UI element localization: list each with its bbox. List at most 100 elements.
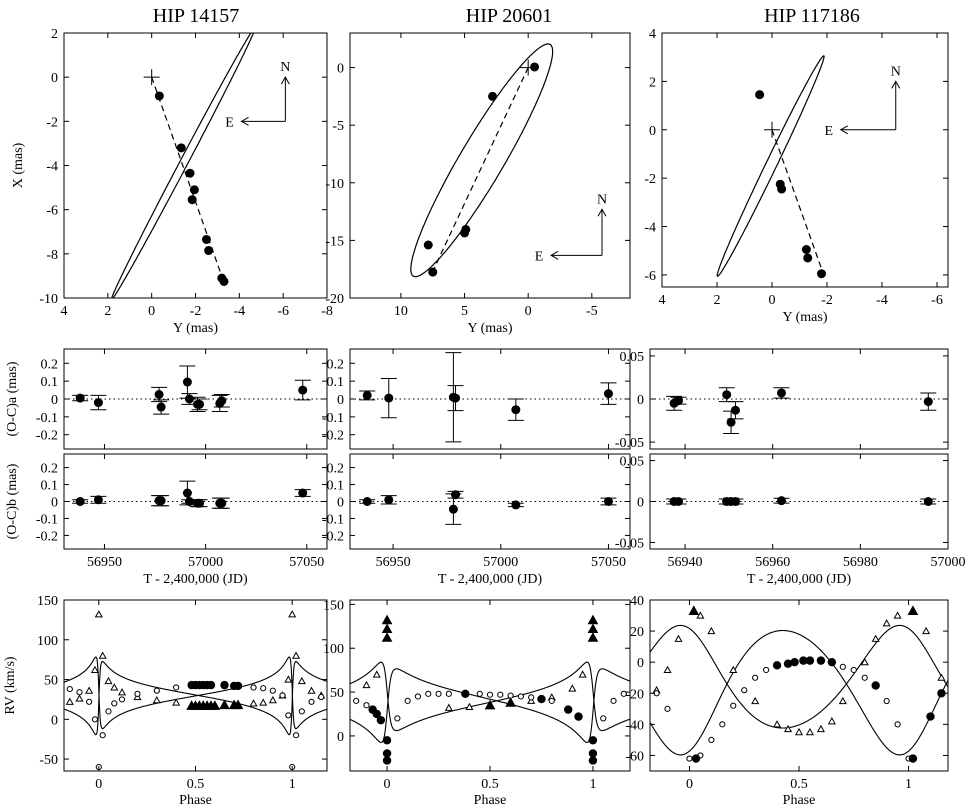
rv-primary-open (805, 727, 815, 736)
rv-primary-open (729, 665, 738, 674)
rv-secondary-open (850, 666, 857, 674)
orbit-point (460, 228, 470, 238)
residual-point (730, 497, 740, 506)
rv-primary-open (90, 665, 99, 674)
orbit-x-label: Y (mas) (173, 321, 218, 336)
rv-curve-primary (64, 661, 327, 736)
x-tick-label: 4 (61, 304, 68, 319)
y-tick-label: 0.1 (327, 479, 345, 494)
orbit-x-label: Y (mas) (468, 321, 513, 336)
rv-secondary-open (600, 715, 607, 722)
rv-secondary-open (134, 690, 141, 697)
rv-secondary-open (404, 697, 411, 704)
orbit-point (428, 267, 438, 277)
y-tick-label: 0 (337, 730, 344, 745)
rv-y-label: RV (km/s) (3, 656, 18, 714)
residual-point (511, 405, 521, 415)
residual-point (217, 498, 227, 508)
rv-secondary-open (414, 693, 422, 700)
x-tick-label: 1 (589, 777, 596, 792)
rv-secondary-open (686, 755, 693, 762)
x-tick-label: -5 (586, 304, 598, 319)
rv-primary-open (362, 680, 371, 689)
orbit-point (189, 185, 199, 195)
y-tick-label: 0 (637, 496, 644, 511)
orbit-point (803, 253, 813, 263)
rv-primary-open (937, 673, 946, 681)
y-tick-label: 150 (323, 598, 344, 613)
rv-secondary-filled (537, 694, 546, 704)
residual-point (511, 500, 521, 510)
rv-secondary-open (528, 694, 535, 701)
compass-east-arrowhead (839, 125, 848, 135)
rv-secondary-open (752, 674, 759, 681)
rv-secondary-open (883, 697, 890, 705)
rv-primary-open (284, 675, 293, 683)
y-tick-label: 0 (51, 393, 58, 408)
x-tick-label: 56960 (755, 555, 790, 570)
compass-north-label: N (891, 64, 901, 79)
rv-curve-secondary (64, 656, 327, 730)
rv-primary-filled (587, 623, 599, 634)
rv-primary-filled (587, 632, 599, 642)
y-tick-label: 0 (337, 62, 344, 77)
rv-primary-filled (381, 623, 393, 634)
compass-east-label: E (535, 249, 544, 264)
y-tick-label: 50 (44, 674, 58, 689)
compass-east-arrowhead (240, 116, 249, 126)
x-tick-label: 2 (104, 304, 111, 319)
residual-point (184, 497, 194, 506)
rv-primary-open (104, 676, 113, 685)
rv-secondary-open (118, 696, 126, 703)
rv-primary-open (85, 686, 94, 694)
rv-primary-open (751, 696, 760, 705)
y-tick-label: -5 (332, 119, 344, 134)
rv-primary-open (372, 670, 381, 678)
x-tick-label: 56940 (668, 555, 703, 570)
rv-secondary-open (839, 663, 846, 670)
x-tick-label: 10 (394, 304, 408, 319)
residual-point (75, 393, 85, 403)
rv-primary-filled (688, 605, 700, 615)
rv-primary-open (292, 651, 301, 659)
rv-secondary-open (308, 698, 315, 705)
compass-north-arrowhead (280, 76, 290, 85)
rv-secondary-filled (691, 754, 701, 763)
residual-point (195, 399, 205, 409)
rv-primary-open (882, 619, 891, 627)
residual-point (384, 393, 394, 403)
residual-point (384, 495, 394, 505)
residual-point (673, 396, 683, 406)
rv-secondary-filled (799, 656, 808, 665)
compass-east-label: E (225, 115, 234, 130)
rv-primary-open (568, 684, 577, 692)
rv-secondary-filled (790, 657, 799, 667)
line-of-nodes (771, 129, 824, 273)
rv-secondary-filled (382, 749, 392, 758)
y-tick-label: 0.1 (41, 479, 59, 494)
rv-primary-open (871, 634, 880, 642)
rv-curve-primary (350, 668, 630, 744)
rv-secondary-open (719, 721, 726, 728)
orbit-frame (349, 32, 631, 299)
residual-point (195, 498, 205, 508)
y-tick-label: 0.2 (41, 357, 59, 372)
x-tick-label: -6 (931, 293, 943, 308)
orbit-point (154, 91, 164, 101)
x-tick-label: 56950 (376, 555, 411, 570)
y-tick-label: -10 (39, 292, 58, 307)
residual-point (673, 497, 683, 506)
orbit-frame (661, 32, 949, 288)
residual-point (776, 388, 786, 398)
residual-x-label: T - 2,400,000 (JD) (143, 572, 248, 587)
rv-secondary-filled (233, 681, 243, 691)
residual-point (75, 497, 85, 506)
y-tick-label: -20 (325, 292, 344, 307)
residual-point (362, 390, 372, 400)
rv-secondary-open (99, 732, 106, 739)
rv-secondary-filled (588, 756, 598, 765)
rv-primary-open (893, 611, 902, 619)
rv-secondary-filled (588, 749, 598, 758)
rv-primary-filled (505, 697, 516, 707)
rv-secondary-filled (382, 736, 392, 745)
